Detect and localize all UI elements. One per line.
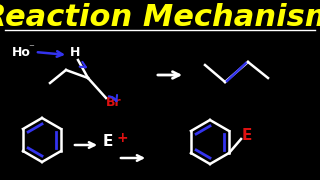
Text: Br: Br [106,96,122,109]
Text: +: + [116,131,128,145]
Text: H: H [70,46,80,58]
Text: Ho: Ho [12,46,31,58]
Text: E: E [103,134,113,150]
Text: E: E [242,127,252,143]
Text: Reaction Mechanism: Reaction Mechanism [0,3,320,31]
Text: ⁻: ⁻ [28,43,34,53]
